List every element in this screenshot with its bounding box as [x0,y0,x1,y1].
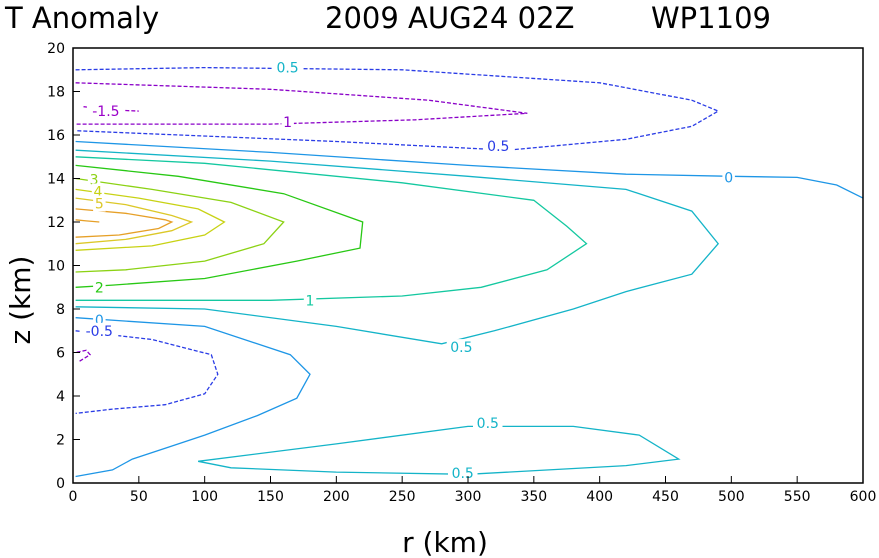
contour-label: 1 [306,293,315,309]
contour-lines [75,66,864,478]
contour-line [75,140,864,199]
contour-line [75,208,174,238]
y-tick-label: 12 [47,215,65,231]
x-tick-label: 150 [257,489,284,505]
contour-label-bg [722,169,735,186]
y-tick-label: 6 [56,346,65,362]
title-storm-id: WP1109 [651,1,771,35]
contour-line [75,219,100,223]
contour-line [75,164,364,288]
y-tick-label: 16 [47,128,65,144]
contour-label-bg [80,322,119,339]
contour-label: 0.5 [487,139,509,155]
x-tick-label: 250 [389,489,416,505]
x-axis-ticks: 0 50 100 150 200 250 300 350 400 450 500 550 600 [69,476,877,505]
contour-line [75,82,528,125]
contour-label: 0.5 [276,61,298,77]
title-variable: T Anomaly [4,1,159,35]
contour-label: 0.5 [452,466,474,482]
contour-label-bg [272,59,303,76]
plot-frame [72,47,864,484]
contour-label: 0.5 [477,416,499,432]
y-tick-label: 10 [47,259,65,275]
contour-line [75,177,285,273]
contour-line [75,349,92,362]
contour-label: 4 [94,185,103,201]
contour-line [75,197,194,245]
contour-label-bg [303,292,317,309]
y-tick-label: 4 [56,389,65,405]
contour-label-bg [281,113,294,130]
x-tick-label: 400 [586,489,613,505]
contour-line [75,330,219,415]
y-tick-label: 2 [56,433,65,449]
y-tick-label: 0 [56,476,65,492]
x-tick-label: 600 [850,489,877,505]
contour-line [75,149,720,345]
y-tick-label: 14 [47,172,65,188]
y-tick-label: 8 [56,302,65,318]
y-axis-label: z (km) [4,256,37,345]
x-tick-label: 500 [718,489,745,505]
x-axis-label: r (km) [402,526,488,558]
contour-label: 2 [95,280,104,296]
x-tick-label: 50 [130,489,148,505]
x-tick-label: 100 [191,489,218,505]
y-tick-label: 20 [47,41,65,57]
contour-label: -0.5 [86,324,113,340]
contour-line [75,317,311,478]
contour-label: 0 [95,313,104,329]
x-tick-label: 300 [455,489,482,505]
contour-label: 0 [724,170,733,186]
y-axis-ticks: 0 2 4 6 8 10 12 14 16 18 20 [47,41,80,492]
x-tick-label: 200 [323,489,350,505]
contour-label: -1.5 [92,104,119,120]
contour-label-bg [473,415,503,432]
x-tick-label: 550 [784,489,811,505]
contour-label: 1 [283,115,292,131]
title-datetime: 2009 AUG24 02Z [325,1,574,35]
contour-label-bg [86,103,125,120]
contour-line [197,425,681,475]
x-tick-label: 450 [652,489,679,505]
contour-line [75,188,226,251]
y-tick-label: 18 [47,85,65,101]
contour-label-bg [446,339,477,356]
contour-label-bg [93,195,106,212]
contour-label-bg [93,279,106,296]
contour-label-bg [483,137,513,154]
contour-label-bg [448,465,478,482]
contour-label: 5 [95,197,104,213]
contour-label: 0.5 [450,340,472,356]
contour-line [75,156,588,301]
contour-label: 3 [90,173,99,189]
x-tick-label: 0 [69,489,78,505]
x-tick-label: 350 [520,489,547,505]
contour-line [75,66,720,151]
